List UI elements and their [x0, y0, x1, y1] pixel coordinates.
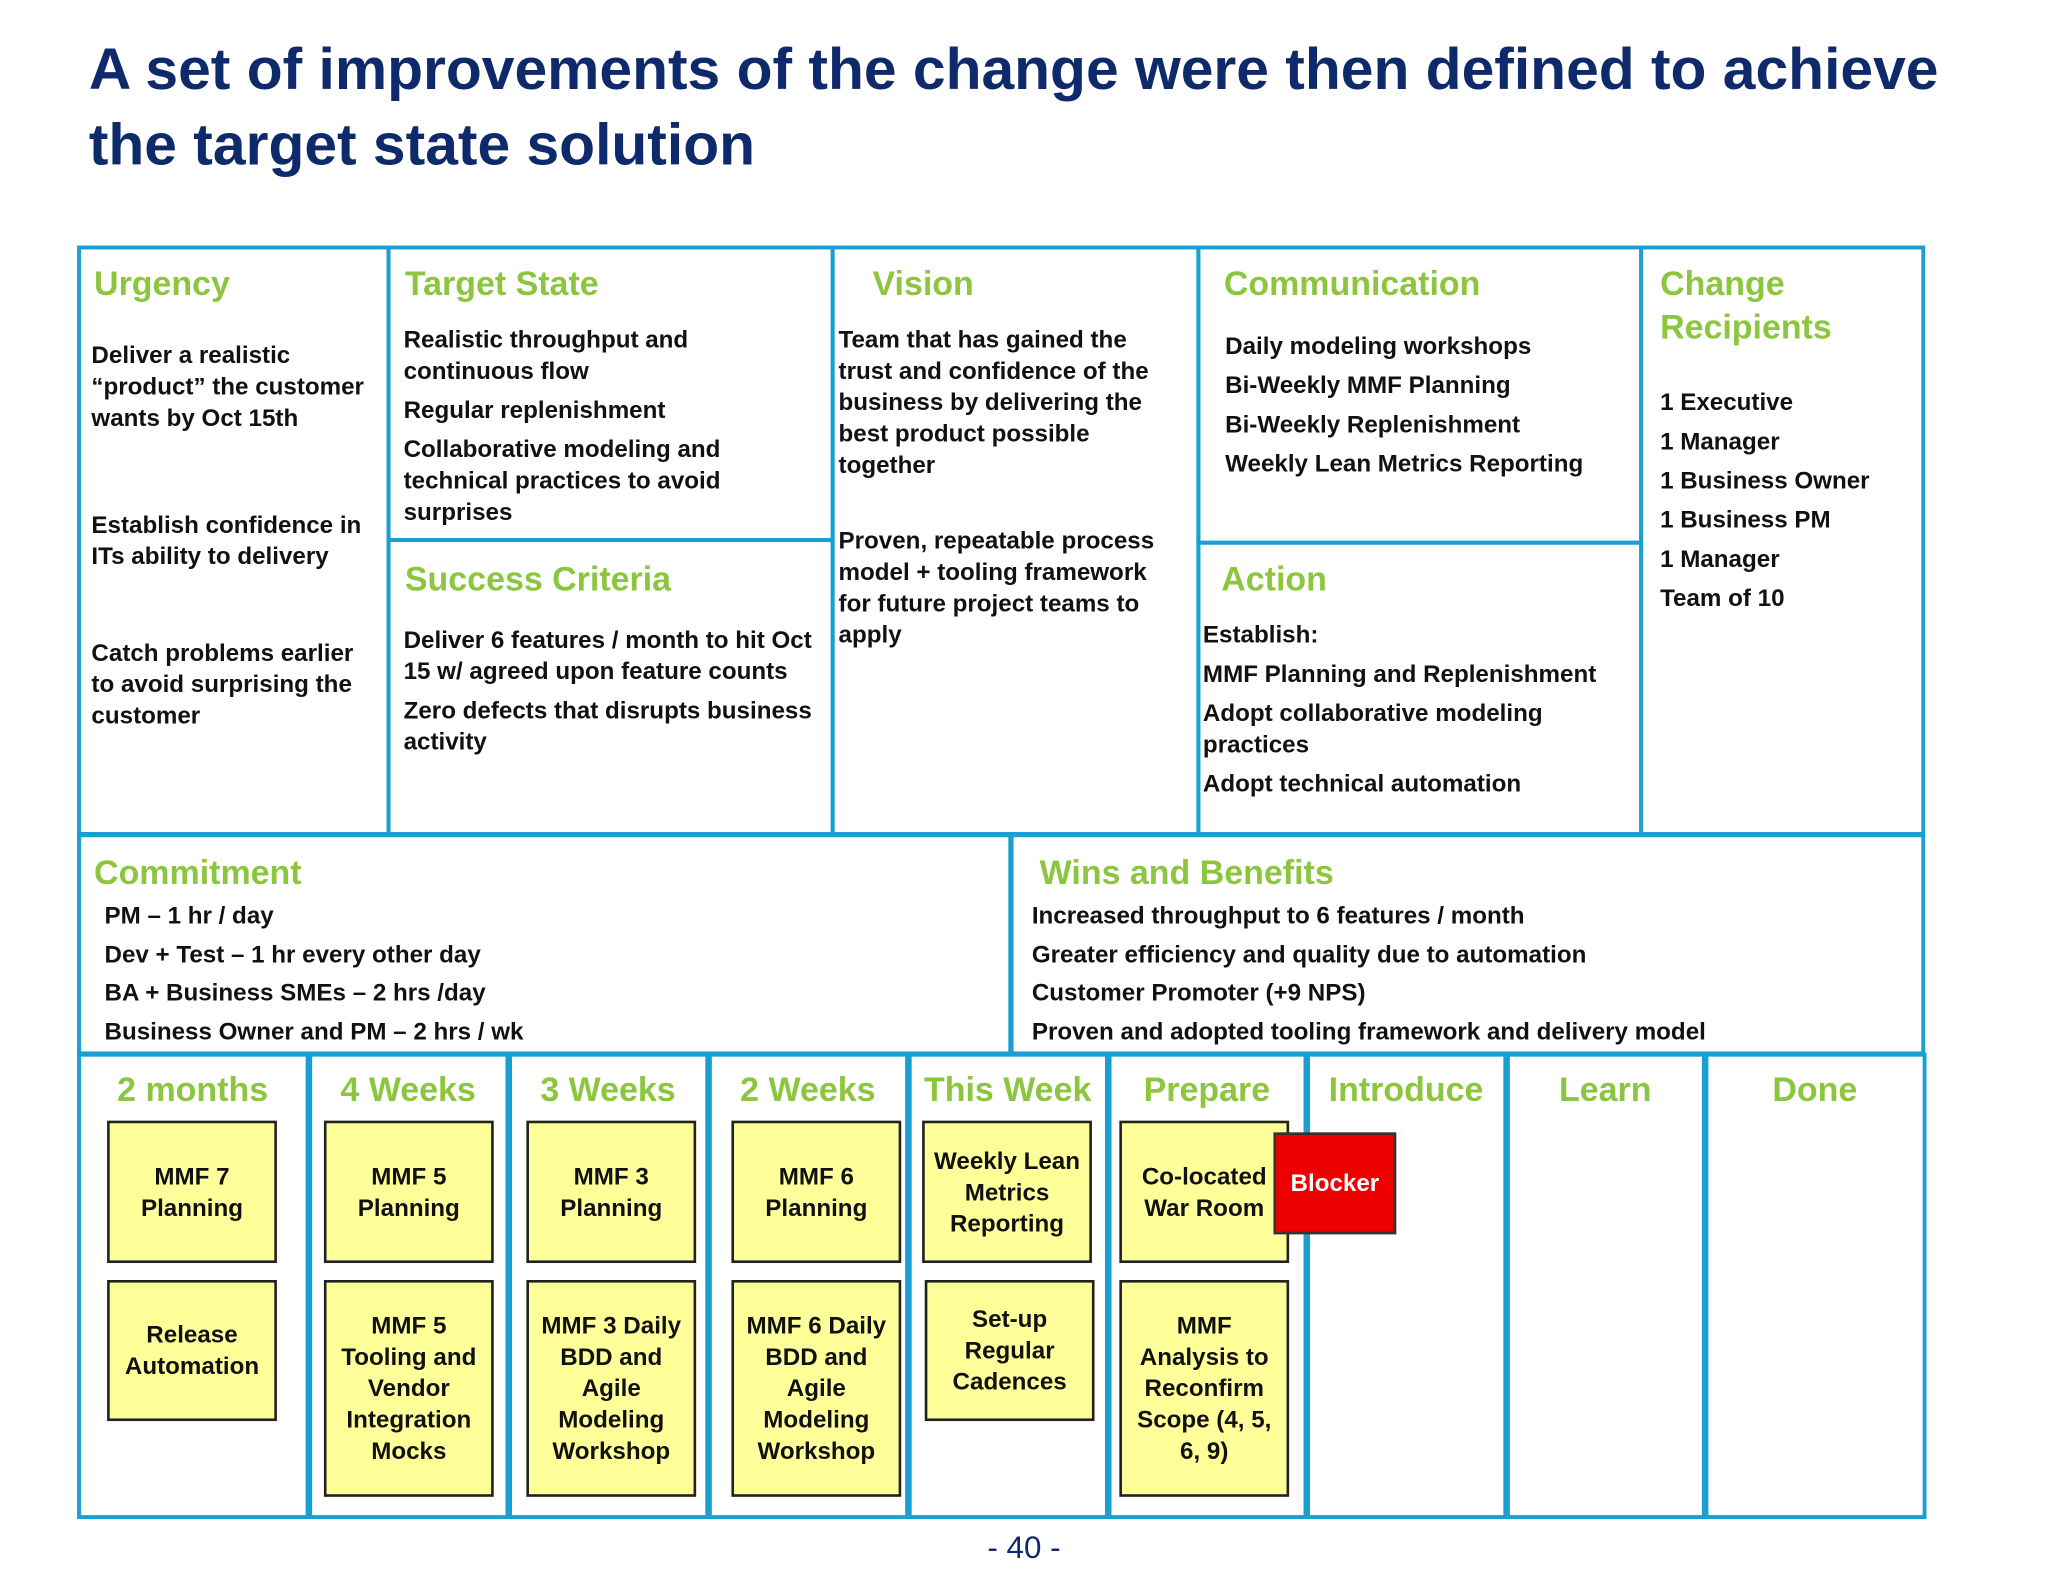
section-items: Deliver 6 features / month to hit Oct 15…	[404, 624, 822, 765]
sticky-note: MMF 3 Planning	[526, 1120, 697, 1264]
section-item: Establish confidence in ITs ability to d…	[91, 510, 362, 570]
sticky-note: MMF 5 Planning	[323, 1120, 494, 1264]
section-item: 1 Manager	[1660, 544, 1780, 573]
sticky-note: MMF 6 Daily BDD and Agile Modeling Works…	[731, 1279, 902, 1497]
section-item: Business Owner and PM – 2 hrs / wk	[104, 1016, 524, 1045]
board-column	[1107, 1052, 1308, 1520]
section-item: Adopt technical automation	[1202, 769, 1522, 797]
section-items: Team that has gained the trust and confi…	[839, 324, 1185, 695]
section-item: Adopt collaborative modeling practices	[1202, 698, 1543, 758]
column-heading: 3 Weeks	[540, 1069, 676, 1109]
section-item: Team that has gained the trust and confi…	[838, 325, 1149, 479]
section-items: PM – 1 hr / day Dev + Test – 1 hr every o…	[104, 900, 992, 1054]
column-heading: 4 Weeks	[340, 1069, 476, 1109]
column-heading: 2 months	[117, 1069, 269, 1109]
board-column	[1704, 1052, 1927, 1520]
sticky-note: Weekly Lean Metrics Reporting	[922, 1120, 1092, 1264]
section-heading: Target State	[404, 263, 599, 304]
section-item: Proven, repeatable process model + tooli…	[838, 526, 1155, 648]
blocker-note: Blocker	[1273, 1132, 1397, 1235]
section-heading: Wins and Benefits	[1039, 852, 1334, 893]
sticky-note: MMF 6 Planning	[731, 1120, 902, 1264]
section-heading: Success Criteria	[404, 559, 672, 599]
section-item: Bi-Weekly Replenishment	[1225, 410, 1521, 438]
sticky-note: Release Automation	[107, 1279, 277, 1422]
section-item: Bi-Weekly MMF Planning	[1225, 370, 1511, 399]
sticky-note: Set-up Regular Cadences	[924, 1279, 1095, 1422]
section-item: Dev + Test – 1 hr every other day	[104, 939, 481, 968]
column-heading: Prepare	[1143, 1069, 1271, 1109]
sticky-note: MMF 3 Daily BDD and Agile Modeling Works…	[526, 1279, 697, 1497]
sticky-note: MMF 5 Tooling and Vendor Integration Moc…	[323, 1279, 494, 1497]
section-items: Establish: MMF Planning and Replenishment…	[1203, 619, 1634, 807]
section-item: Regular replenishment	[403, 395, 666, 424]
section-item: Zero defects that disrupts business acti…	[403, 696, 812, 755]
board-column	[1306, 1052, 1508, 1520]
board-column	[77, 1052, 310, 1520]
column-heading: Introduce	[1328, 1069, 1484, 1109]
section-heading: Commitment	[94, 852, 302, 893]
sticky-note: MMF Analysis to Reconfirm Scope (4, 5, 6…	[1119, 1279, 1290, 1497]
section-item: Realistic throughput and continuous flow	[403, 325, 689, 384]
section-item: Deliver a realistic “product” the custom…	[91, 340, 364, 432]
section-item: Catch problems earlier to avoid surprisi…	[91, 638, 354, 729]
section-item: MMF Planning and Replenishment	[1202, 659, 1597, 688]
section-item: Increased throughput to 6 features / mon…	[1031, 901, 1525, 929]
section-heading: Communication	[1223, 263, 1481, 304]
section-item: Daily modeling workshops	[1225, 331, 1532, 360]
section-item: Weekly Lean Metrics Reporting	[1225, 449, 1584, 477]
board-column	[308, 1052, 510, 1520]
section-item: 1 Executive	[1660, 387, 1794, 416]
section-item: Customer Promoter (+9 NPS)	[1031, 978, 1366, 1006]
column-heading: This Week	[923, 1069, 1092, 1109]
section-heading: Change Recipients	[1660, 263, 1832, 347]
sticky-note: MMF 7 Planning	[107, 1120, 277, 1264]
section-items: 1 Executive 1 Manager 1 Business Owner 1 Bu…	[1660, 387, 1921, 622]
section-item: 1 Business PM	[1660, 505, 1831, 533]
section-heading: Urgency	[94, 263, 230, 304]
section-item: 1 Business Owner	[1660, 466, 1870, 494]
section-item: Collaborative modeling and technical pra…	[403, 434, 721, 526]
section-items: Daily modeling workshops Bi-Weekly MMF Pl…	[1225, 330, 1630, 487]
section-items: Realistic throughput and continuous flow…	[404, 324, 822, 536]
column-heading: 2 Weeks	[740, 1069, 876, 1109]
section-item: Team of 10	[1660, 583, 1785, 612]
column-heading: Done	[1772, 1069, 1858, 1109]
section-heading: Action	[1221, 559, 1327, 599]
section-items: Increased throughput to 6 features / mon…	[1032, 900, 1920, 1054]
board-column	[707, 1052, 910, 1520]
section-item: BA + Business SMEs – 2 hrs /day	[104, 978, 486, 1006]
board-column	[508, 1052, 710, 1520]
sticky-note: Co-located War Room	[1119, 1120, 1290, 1264]
board-column	[1505, 1052, 1706, 1520]
slide-title: A set of improvements of the change were…	[88, 35, 1939, 178]
section-item: Greater efficiency and quality due to au…	[1031, 939, 1587, 968]
section-heading: Vision	[872, 263, 974, 304]
section-item: PM – 1 hr / day	[104, 901, 274, 929]
section-item: 1 Manager	[1660, 427, 1780, 455]
section-item: Establish:	[1202, 620, 1319, 648]
board-column	[907, 1052, 1109, 1520]
page-number: - 40 -	[987, 1530, 1061, 1567]
section-item: Deliver 6 features / month to hit Oct 15…	[403, 625, 812, 685]
column-heading: Learn	[1558, 1069, 1652, 1109]
section-item: Proven and adopted tooling framework and…	[1031, 1016, 1706, 1045]
